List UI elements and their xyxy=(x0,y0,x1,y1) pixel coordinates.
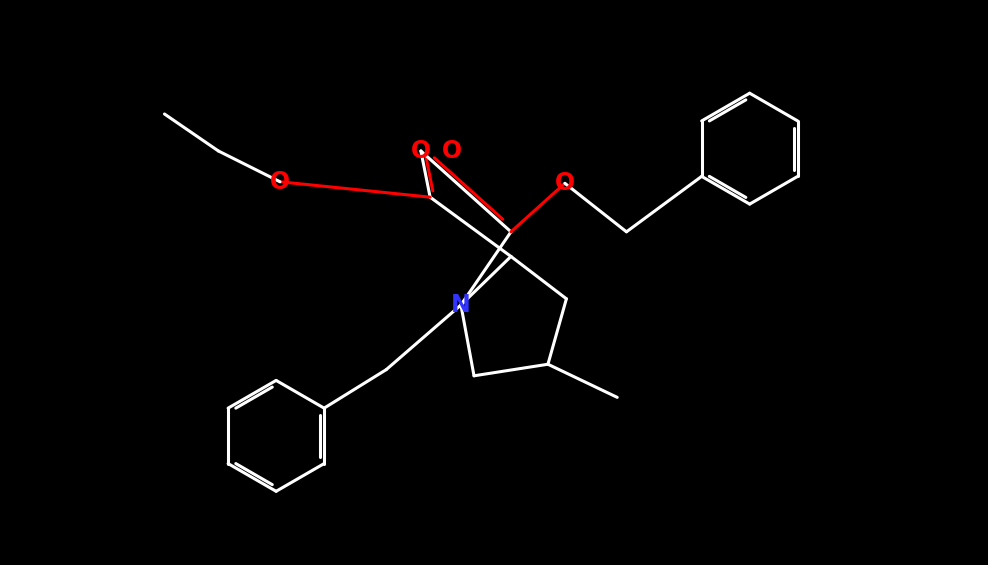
Text: O: O xyxy=(442,139,461,163)
Text: N: N xyxy=(452,293,471,317)
Text: O: O xyxy=(555,171,575,195)
Text: O: O xyxy=(411,139,431,163)
Text: O: O xyxy=(270,170,290,194)
